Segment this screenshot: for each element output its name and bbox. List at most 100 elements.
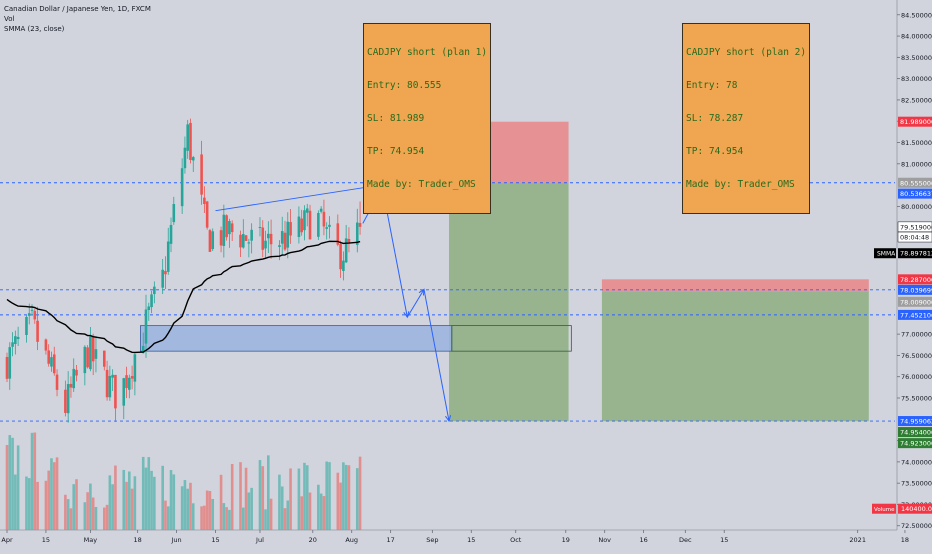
note-tp: TP: 74.954 bbox=[367, 146, 425, 157]
volume-bar bbox=[247, 492, 251, 530]
price-label-text: 80.555000 bbox=[900, 179, 932, 187]
volume-bar bbox=[205, 490, 209, 530]
candle-body bbox=[166, 241, 170, 272]
volume-bar bbox=[228, 509, 231, 530]
volume-bar bbox=[317, 484, 320, 530]
candle-body bbox=[103, 350, 106, 367]
volume-value-tag bbox=[898, 503, 932, 514]
candle-body bbox=[180, 168, 184, 207]
price-tick-label: 75.500000 bbox=[901, 395, 932, 403]
volume-bar bbox=[11, 437, 14, 530]
note-plan-1[interactable]: CADJPY short (plan 1) Entry: 80.555 SL: … bbox=[363, 23, 492, 214]
volume-bar bbox=[122, 469, 126, 530]
candle-body bbox=[75, 369, 78, 376]
volume-bar bbox=[328, 462, 331, 530]
time-tick-label: 15 bbox=[211, 536, 219, 544]
candle-body bbox=[200, 154, 203, 195]
price-tick-label: 76.000000 bbox=[901, 373, 932, 381]
position-1-target-zone bbox=[449, 182, 569, 422]
price-label-entry bbox=[898, 296, 932, 307]
time-tick-label: May bbox=[84, 536, 98, 544]
time-tick-label: Sep bbox=[426, 536, 438, 544]
price-tick-label: 84.500000 bbox=[901, 11, 932, 19]
volume-bar bbox=[153, 476, 156, 530]
time-tick-label: 18 bbox=[901, 536, 909, 544]
volume-bar bbox=[30, 432, 34, 530]
price-tick-label: 72.500000 bbox=[901, 522, 932, 530]
price-tick-label: 82.500000 bbox=[901, 96, 932, 104]
price-tick-label: 76.500000 bbox=[901, 352, 932, 360]
price-label-text: 78.287000 bbox=[900, 276, 932, 284]
volume-bar bbox=[319, 493, 323, 530]
volume-bar bbox=[336, 472, 340, 530]
candle-body bbox=[336, 223, 340, 245]
candle-body bbox=[89, 336, 92, 370]
price-tick-label: 83.000000 bbox=[901, 75, 932, 83]
volume-bar bbox=[5, 445, 9, 530]
time-tick-label: Aug bbox=[345, 536, 358, 544]
volume-bar bbox=[133, 476, 137, 530]
symbol-title[interactable]: Canadian Dollar / Japanese Yen, 1D, FXCM bbox=[4, 5, 151, 13]
volume-bar bbox=[125, 481, 128, 530]
candle-body bbox=[203, 197, 206, 205]
candle-body bbox=[319, 208, 323, 212]
price-tick-label: 81.000000 bbox=[901, 160, 932, 168]
volume-bar bbox=[244, 467, 248, 530]
volume-bar bbox=[169, 470, 173, 530]
smma-indicator-label[interactable]: SMMA (23, close) bbox=[4, 25, 65, 33]
candle-body bbox=[114, 374, 117, 409]
volume-tag-text: Volume bbox=[874, 507, 895, 513]
time-tick-label: 20 bbox=[309, 536, 317, 544]
price-label-line bbox=[898, 188, 932, 199]
candle-body bbox=[342, 260, 345, 271]
price-label-text: 77.452106 bbox=[900, 311, 932, 319]
price-label-line bbox=[898, 416, 932, 427]
volume-bar bbox=[264, 509, 267, 530]
candle-body bbox=[286, 221, 290, 248]
volume-bar bbox=[258, 460, 262, 530]
candle-body bbox=[161, 269, 164, 288]
candle-body bbox=[86, 347, 89, 368]
volume-bar bbox=[141, 456, 145, 530]
note-plan-2[interactable]: CADJPY short (plan 2) Entry: 78 SL: 78.2… bbox=[682, 23, 811, 214]
volume-bar bbox=[33, 432, 37, 530]
position-2-stop-zone bbox=[601, 279, 869, 292]
volume-bar bbox=[183, 480, 187, 530]
time-tick-label: 15 bbox=[720, 536, 728, 544]
candle-body bbox=[133, 354, 137, 382]
volume-bar bbox=[325, 461, 328, 530]
candle-body bbox=[300, 218, 303, 233]
volume-bar bbox=[52, 462, 56, 530]
price-label-target bbox=[898, 427, 932, 438]
price-label-target bbox=[898, 438, 932, 449]
volume-bar bbox=[344, 464, 348, 530]
volume-bar bbox=[150, 470, 153, 530]
candle-body bbox=[147, 306, 151, 311]
note-title: CADJPY short (plan 2) bbox=[686, 47, 807, 58]
candle-body bbox=[358, 223, 362, 227]
volume-indicator-label[interactable]: Vol bbox=[4, 15, 15, 23]
volume-bar bbox=[267, 455, 270, 530]
volume-bar bbox=[250, 487, 253, 530]
candle-body bbox=[141, 345, 145, 354]
candle-body bbox=[247, 242, 251, 244]
candle-body bbox=[64, 389, 67, 413]
candle-body bbox=[128, 377, 131, 390]
candle-body bbox=[297, 216, 301, 237]
volume-bar bbox=[269, 498, 273, 530]
price-label-text: 08:04:48 bbox=[900, 234, 929, 242]
candle-body bbox=[267, 233, 270, 239]
time-tick-label: 18 bbox=[134, 536, 142, 544]
demand-zone-extension bbox=[451, 325, 572, 352]
volume-bar bbox=[8, 435, 12, 530]
candle-body bbox=[150, 294, 153, 308]
volume-bar bbox=[211, 498, 215, 530]
volume-bar bbox=[339, 482, 342, 530]
candle-body bbox=[125, 375, 128, 389]
candle-body bbox=[219, 230, 223, 246]
note-sl: SL: 81.989 bbox=[367, 113, 425, 124]
candle-body bbox=[122, 378, 126, 406]
volume-bar bbox=[180, 486, 184, 530]
